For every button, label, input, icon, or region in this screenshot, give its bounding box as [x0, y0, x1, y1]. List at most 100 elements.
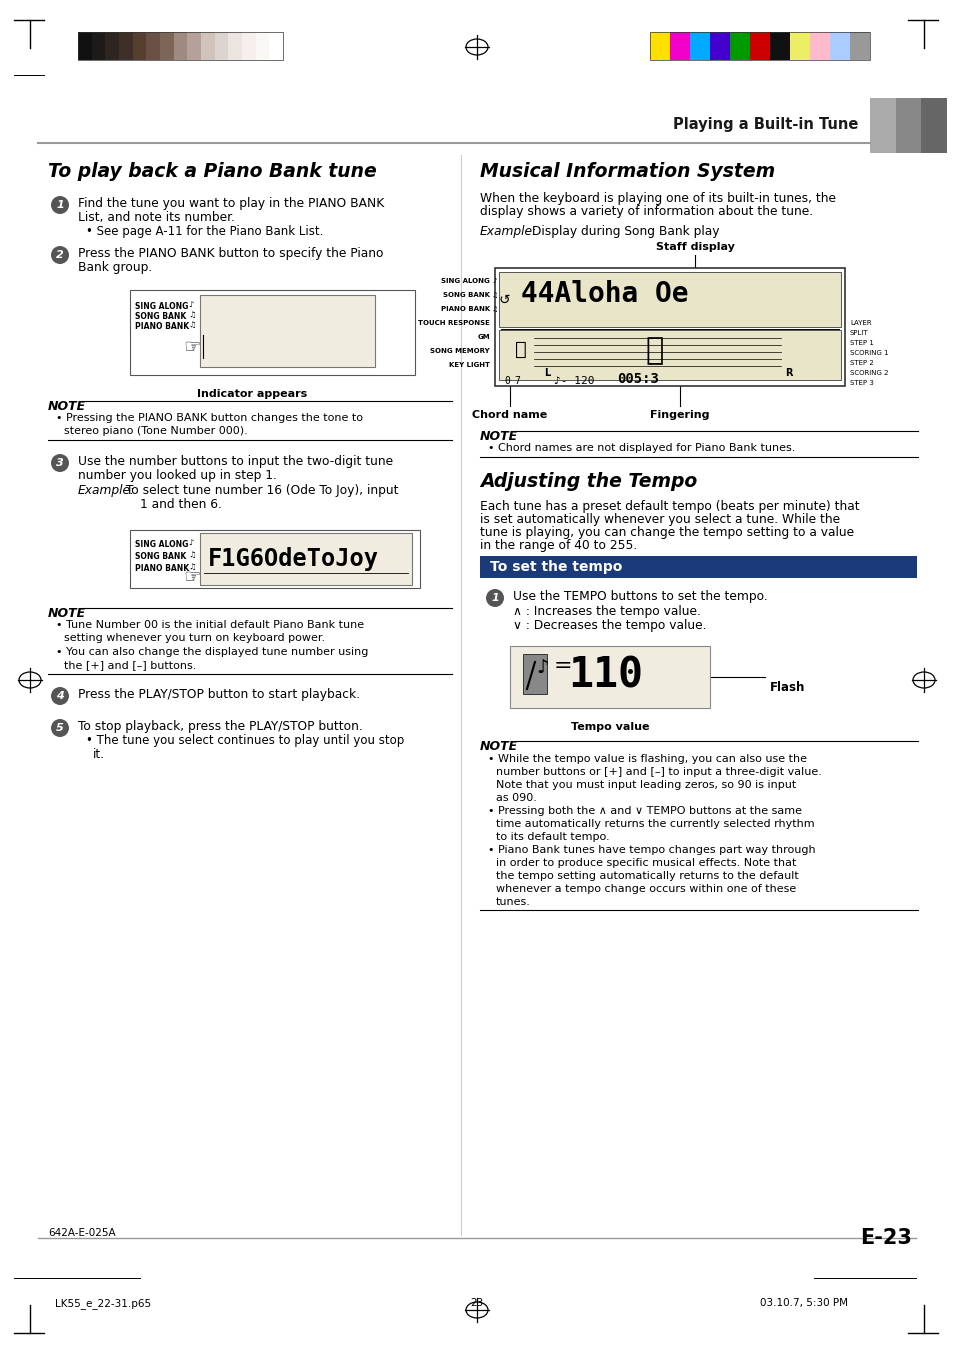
Text: stereo piano (Tone Number 000).: stereo piano (Tone Number 000).: [64, 426, 248, 436]
Bar: [829, 32, 849, 59]
Bar: [498, 330, 841, 380]
Text: SONG BANK: SONG BANK: [135, 553, 186, 561]
Text: • Tune Number 00 is the initial default Piano Bank tune: • Tune Number 00 is the initial default …: [56, 620, 364, 630]
Bar: [269, 32, 283, 59]
Text: GM: GM: [476, 334, 490, 340]
Text: ♪: ♪: [188, 300, 193, 309]
Text: Staff display: Staff display: [655, 242, 734, 253]
Text: 44Aloha Oe: 44Aloha Oe: [520, 280, 688, 308]
Bar: [187, 32, 201, 59]
Text: to its default tempo.: to its default tempo.: [496, 832, 609, 842]
Text: ♫: ♫: [492, 292, 497, 299]
Text: Tempo value: Tempo value: [570, 721, 649, 732]
Bar: [255, 32, 269, 59]
Text: Flash: Flash: [769, 681, 804, 694]
Text: F1G6OdeToJoy: F1G6OdeToJoy: [208, 547, 378, 571]
Bar: [789, 32, 809, 59]
Bar: [214, 32, 228, 59]
Text: ∨ : Decreases the tempo value.: ∨ : Decreases the tempo value.: [513, 619, 706, 632]
Text: number you looked up in step 1.: number you looked up in step 1.: [78, 469, 276, 482]
Text: Bank group.: Bank group.: [78, 261, 152, 274]
Text: tune is playing, you can change the tempo setting to a value: tune is playing, you can change the temp…: [479, 526, 853, 539]
Text: it.: it.: [92, 748, 105, 761]
Bar: [649, 32, 869, 59]
Bar: [200, 534, 412, 585]
Text: STEP 2: STEP 2: [849, 359, 873, 366]
Bar: [200, 295, 375, 367]
Text: PIANO BANK: PIANO BANK: [135, 322, 189, 331]
Text: • While the tempo value is flashing, you can also use the: • While the tempo value is flashing, you…: [488, 754, 806, 765]
Text: To select tune number 16 (Ode To Joy), input: To select tune number 16 (Ode To Joy), i…: [122, 484, 398, 497]
Text: tunes.: tunes.: [496, 897, 530, 907]
Text: Fingering: Fingering: [650, 409, 709, 420]
Text: number buttons or [+] and [–] to input a three-digit value.: number buttons or [+] and [–] to input a…: [496, 767, 821, 777]
Text: 005:3: 005:3: [617, 372, 659, 386]
Text: Press the PIANO BANK button to specify the Piano: Press the PIANO BANK button to specify t…: [78, 247, 383, 259]
Text: ☞: ☞: [183, 567, 200, 586]
Text: SPLIT: SPLIT: [849, 330, 868, 336]
Bar: [495, 267, 844, 386]
Bar: [201, 32, 214, 59]
Bar: [769, 32, 789, 59]
Bar: [689, 32, 709, 59]
Text: the tempo setting automatically returns to the default: the tempo setting automatically returns …: [496, 871, 798, 881]
Text: STEP 3: STEP 3: [849, 380, 873, 386]
Ellipse shape: [51, 719, 69, 738]
Text: Example:: Example:: [479, 226, 537, 238]
Text: SONG MEMORY: SONG MEMORY: [430, 349, 490, 354]
Text: SONG BANK: SONG BANK: [135, 312, 186, 322]
Text: List, and note its number.: List, and note its number.: [78, 211, 234, 224]
Ellipse shape: [485, 589, 503, 607]
Text: display shows a variety of information about the tune.: display shows a variety of information a…: [479, 205, 812, 218]
Text: is set automatically whenever you select a tune. While the: is set automatically whenever you select…: [479, 513, 840, 526]
Text: SING ALONG: SING ALONG: [135, 540, 188, 549]
Text: Each tune has a preset default tempo (beats per minute) that: Each tune has a preset default tempo (be…: [479, 500, 859, 513]
Text: SCORING 1: SCORING 1: [849, 350, 887, 357]
Text: NOTE: NOTE: [479, 740, 517, 753]
Text: setting whenever you turn on keyboard power.: setting whenever you turn on keyboard po…: [64, 634, 325, 643]
Text: 642A-E-025A: 642A-E-025A: [48, 1228, 115, 1238]
Bar: [130, 530, 419, 588]
Bar: [78, 32, 283, 59]
Bar: [91, 32, 105, 59]
Text: in the range of 40 to 255.: in the range of 40 to 255.: [479, 539, 637, 553]
Text: ♪: ♪: [492, 278, 496, 284]
Text: L: L: [543, 367, 550, 378]
Bar: [498, 272, 841, 327]
Text: 1: 1: [491, 593, 498, 603]
Text: SCORING 2: SCORING 2: [849, 370, 887, 376]
Text: E-23: E-23: [860, 1228, 911, 1248]
Ellipse shape: [51, 454, 69, 471]
Text: 4: 4: [56, 690, 64, 701]
Text: ♪: ♪: [188, 538, 193, 547]
Text: =: =: [554, 657, 572, 676]
Ellipse shape: [51, 196, 69, 213]
Bar: [78, 32, 91, 59]
Text: ♫: ♫: [492, 305, 497, 312]
Text: To stop playback, press the PLAY/STOP button.: To stop playback, press the PLAY/STOP bu…: [78, 720, 362, 734]
Text: SING ALONG: SING ALONG: [135, 303, 188, 311]
Text: the [+] and [–] buttons.: the [+] and [–] buttons.: [64, 661, 196, 670]
Text: ∧ : Increases the tempo value.: ∧ : Increases the tempo value.: [513, 605, 700, 617]
Text: Adjusting the Tempo: Adjusting the Tempo: [479, 471, 697, 490]
Text: • Piano Bank tunes have tempo changes part way through: • Piano Bank tunes have tempo changes pa…: [488, 844, 815, 855]
Bar: [809, 32, 829, 59]
Text: Playing a Built-in Tune: Playing a Built-in Tune: [672, 118, 857, 132]
Text: Find the tune you want to play in the PIANO BANK: Find the tune you want to play in the PI…: [78, 197, 384, 209]
Bar: [749, 32, 769, 59]
Bar: [709, 32, 729, 59]
Text: 110: 110: [567, 654, 642, 696]
Text: Note that you must input leading zeros, so 90 is input: Note that you must input leading zeros, …: [496, 780, 796, 790]
Text: ♫: ♫: [188, 320, 195, 330]
Text: time automatically returns the currently selected rhythm: time automatically returns the currently…: [496, 819, 814, 830]
Text: KEY LIGHT: KEY LIGHT: [449, 362, 490, 367]
Bar: [849, 32, 869, 59]
Text: NOTE: NOTE: [48, 400, 86, 413]
Bar: [522, 654, 546, 694]
Bar: [105, 32, 119, 59]
Text: Use the TEMPO buttons to set the tempo.: Use the TEMPO buttons to set the tempo.: [513, 590, 767, 603]
Text: Chord name: Chord name: [472, 409, 547, 420]
Text: • You can also change the displayed tune number using: • You can also change the displayed tune…: [56, 647, 368, 657]
Bar: [669, 32, 689, 59]
Bar: [173, 32, 187, 59]
